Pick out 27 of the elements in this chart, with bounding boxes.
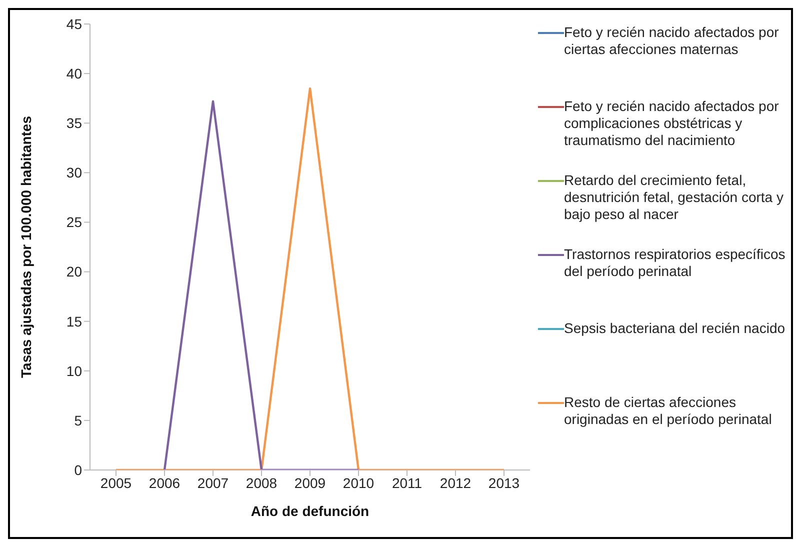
x-tick-label: 2007 — [197, 474, 229, 491]
x-tick-label: 2010 — [342, 474, 374, 491]
y-tick-label: 20 — [66, 264, 82, 280]
y-tick-label: 25 — [66, 214, 82, 230]
x-axis-title: Año de defunción — [250, 503, 370, 519]
y-tick-label: 30 — [66, 164, 82, 181]
x-tick-label: 2011 — [392, 474, 422, 491]
x-tick-label: 2009 — [294, 474, 326, 491]
x-tick-label: 2005 — [100, 474, 132, 491]
legend-label: Feto y recién nacido afectados por ciertas afecciones maternas — [564, 24, 780, 58]
y-tick-label: 40 — [66, 66, 82, 82]
y-tick-label: 5 — [74, 412, 82, 428]
y-tick-label: 45 — [66, 16, 82, 32]
x-tick-label: 2008 — [246, 474, 278, 491]
y-axis-title: Tasas ajustadas por 100.000 habitantes — [18, 116, 34, 378]
y-tick-label: 35 — [66, 115, 82, 132]
y-tick-label: 15 — [66, 313, 82, 330]
legend-label: Resto de ciertas afecciones originadas en el período perinatal — [564, 394, 773, 428]
x-tick-label: 2012 — [440, 474, 472, 491]
y-tick-label: 0 — [74, 462, 82, 478]
legend-label: Sepsis bacteriana del recién nacido — [564, 320, 786, 337]
legend-label: Trastornos respiratorios específicos del período perinatal — [564, 246, 786, 280]
y-tick-label: 10 — [66, 362, 82, 379]
x-tick-label: 2013 — [488, 474, 520, 491]
legend-label: Feto y recién nacido afectados por complicaciones obstétricas y traumatismo del nacimiento — [564, 98, 780, 149]
legend-label: Retardo del crecimiento fetal, desnutrición fetal, gestación corta y bajo peso al nacer — [564, 172, 784, 223]
x-tick-label: 2006 — [148, 474, 180, 491]
